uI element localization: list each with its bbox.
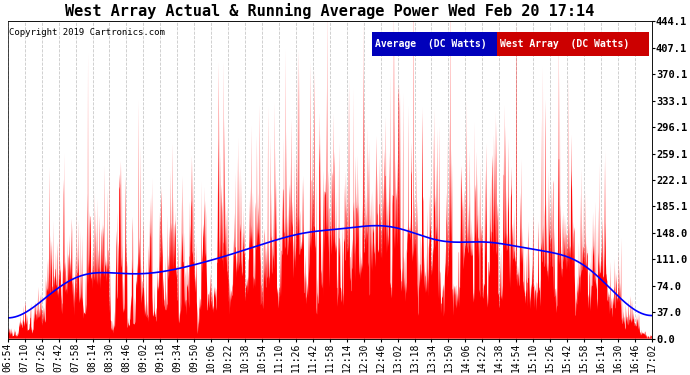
Text: West Array  (DC Watts): West Array (DC Watts)	[500, 39, 630, 50]
Text: Average  (DC Watts): Average (DC Watts)	[375, 39, 486, 50]
Text: Copyright 2019 Cartronics.com: Copyright 2019 Cartronics.com	[9, 28, 165, 37]
FancyBboxPatch shape	[497, 33, 649, 56]
FancyBboxPatch shape	[372, 33, 497, 56]
Title: West Array Actual & Running Average Power Wed Feb 20 17:14: West Array Actual & Running Average Powe…	[65, 3, 594, 19]
